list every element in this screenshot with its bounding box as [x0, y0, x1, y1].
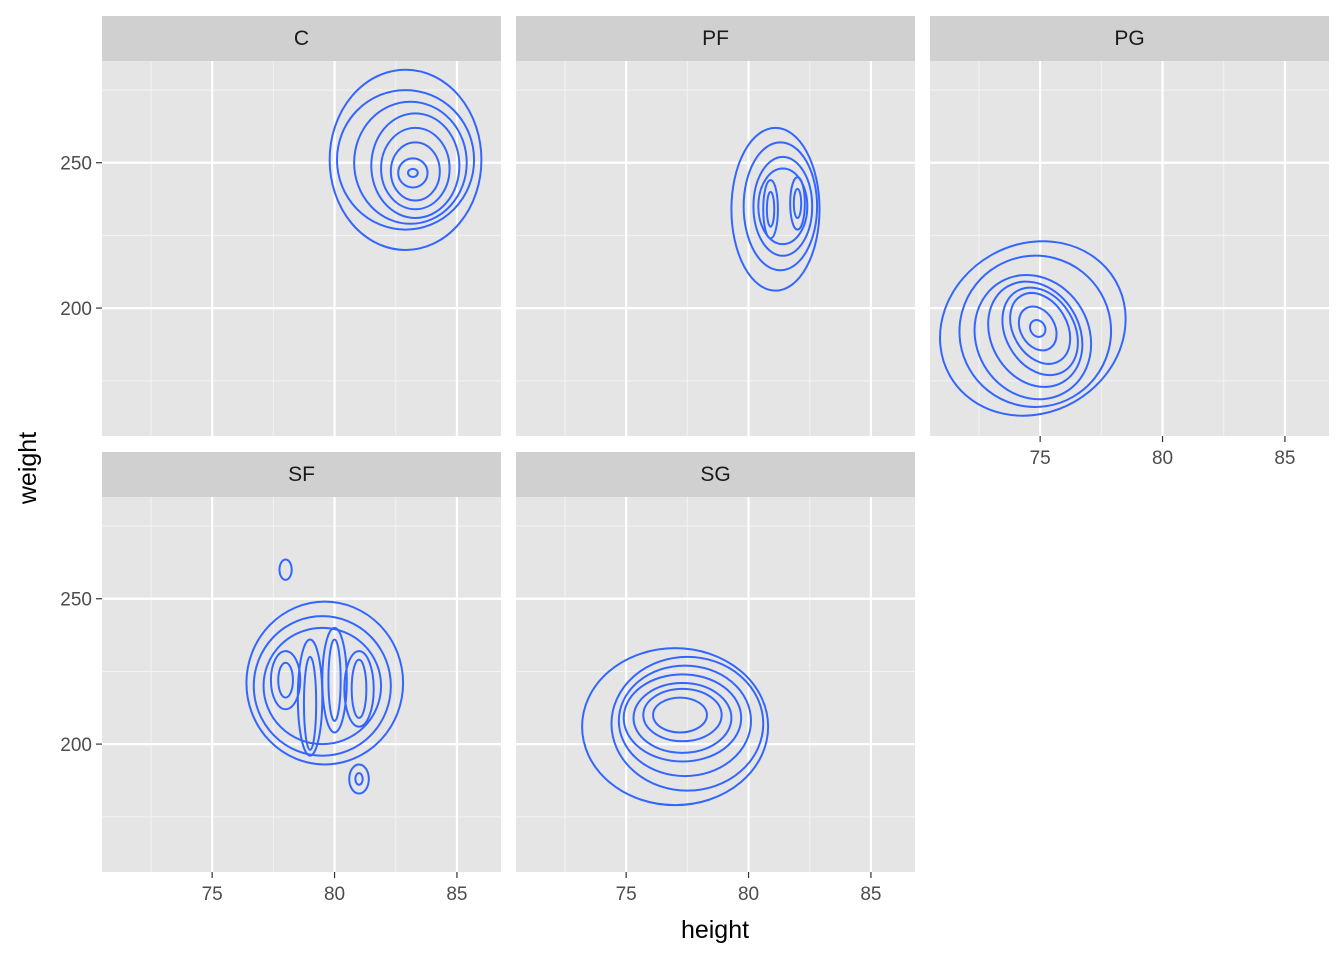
facet-strip — [102, 16, 501, 61]
density-contour-line — [321, 626, 348, 734]
density-contour-line — [406, 167, 419, 178]
density-contour-line — [581, 647, 770, 807]
x-tick-label: 85 — [860, 884, 881, 905]
panel-background — [516, 61, 915, 436]
y-tick-label: 250 — [60, 154, 92, 175]
density-contour-line — [752, 155, 814, 257]
x-tick-label: 85 — [446, 884, 467, 905]
facet-strip — [516, 16, 915, 61]
facet-panel-sg: SG 75 80 85 — [516, 452, 915, 905]
x-tick-label: 75 — [202, 884, 223, 905]
facet-panel-sf: SF 200 250 75 80 85 — [60, 452, 501, 905]
x-tick-label: 85 — [1274, 448, 1295, 469]
density-contour-line — [353, 100, 468, 225]
facet-strip-label: SF — [288, 463, 315, 486]
panel-background — [516, 497, 915, 872]
density-contour-line — [277, 661, 294, 699]
density-contour-line — [397, 157, 429, 189]
density-contour-line — [370, 112, 461, 219]
facet-panel-c: C 200 250 — [60, 16, 501, 436]
density-contour-line — [632, 682, 733, 754]
density-contour-line — [742, 141, 819, 272]
facet-strip — [516, 452, 915, 497]
x-tick-label: 80 — [324, 884, 345, 905]
density-contours — [245, 558, 405, 795]
density-contour-line — [1017, 305, 1058, 352]
density-contour-line — [252, 615, 392, 757]
density-contour-line — [987, 280, 1084, 388]
density-contour-line — [792, 187, 803, 219]
density-contour-line — [973, 274, 1093, 401]
density-contour-line — [269, 650, 302, 711]
y-tick-label: 250 — [60, 590, 92, 611]
density-contours — [939, 240, 1127, 417]
density-contour-line — [622, 673, 743, 763]
density-contour-line — [262, 626, 383, 746]
density-contour-line — [1009, 292, 1072, 365]
x-axis-title: height — [681, 916, 749, 944]
density-contour-line — [652, 696, 708, 734]
density-contour-line — [610, 655, 765, 792]
density-contour-line — [278, 558, 293, 581]
panel-background — [930, 61, 1329, 436]
density-contours — [581, 647, 770, 807]
density-contour-line — [380, 126, 451, 211]
x-tick-label: 75 — [616, 884, 637, 905]
facet-strip — [102, 452, 501, 497]
density-contour-line — [1001, 286, 1079, 377]
facet-panel-pg: PG 75 80 85 — [930, 16, 1329, 469]
density-contour-line — [642, 687, 723, 743]
x-tick-label: 75 — [1030, 448, 1051, 469]
facet-strip-label: PF — [702, 27, 729, 50]
x-tick-label: 80 — [1152, 448, 1173, 469]
facet-strip-label: SG — [700, 463, 730, 486]
density-contour-line — [327, 638, 342, 722]
panels-layer: C 200 250 PF PG 75 80 85 SF 200 250 75 80 85 SG 75 80 85 — [60, 16, 1329, 905]
density-contours — [730, 126, 821, 292]
y-tick-label: 200 — [60, 299, 92, 320]
density-contour-line — [389, 141, 441, 202]
y-axis-title: weight — [14, 432, 42, 505]
density-contour-line — [757, 167, 809, 246]
facet-strip-label: PG — [1114, 27, 1144, 50]
facet-panel-pf: PF — [516, 16, 915, 436]
density-contour-line — [1028, 319, 1047, 338]
density-contour-line — [245, 600, 405, 766]
density-contour-line — [343, 650, 375, 728]
density-contour-line — [348, 763, 370, 795]
panel-background — [102, 497, 501, 872]
density-contour-line — [328, 68, 483, 251]
density-contour-line — [354, 772, 364, 786]
facet-strip — [930, 16, 1329, 61]
density-contours — [328, 68, 483, 251]
density-contour-line — [302, 655, 318, 751]
density-contour-line — [335, 89, 476, 231]
facet-strip-label: C — [294, 27, 309, 50]
panel-background — [102, 61, 501, 436]
x-tick-label: 80 — [738, 884, 759, 905]
density-contour-line — [939, 240, 1127, 417]
density-contour-line — [350, 658, 368, 719]
density-contour-line — [958, 254, 1113, 409]
y-tick-label: 200 — [60, 735, 92, 756]
density-contour-line — [730, 126, 821, 292]
density-contour-line — [617, 664, 752, 778]
density-contour-line — [765, 190, 776, 228]
